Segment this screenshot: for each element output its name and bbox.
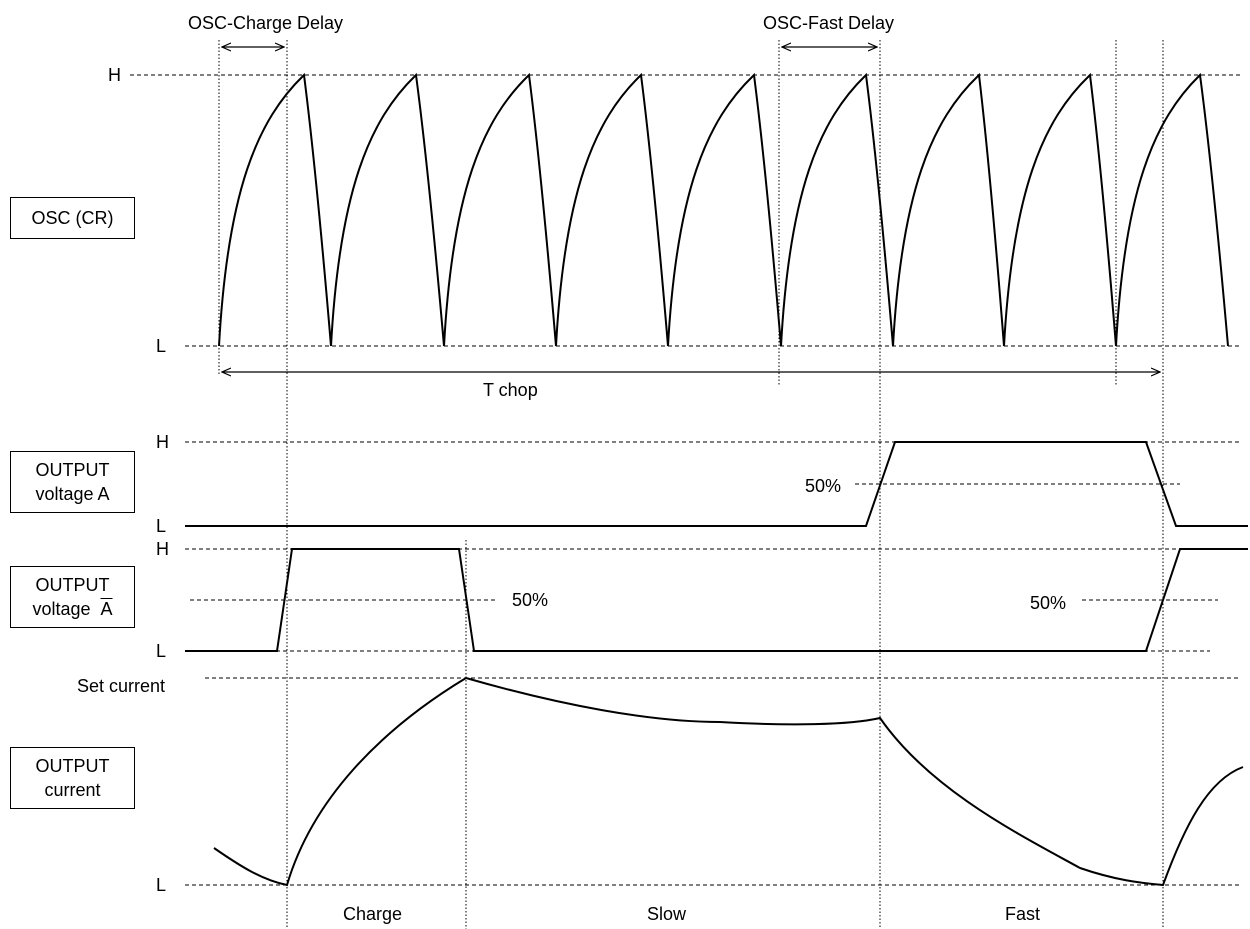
output-voltage-abar-symbol: A (101, 599, 113, 619)
abar-low-label: L (156, 641, 166, 661)
osc-box-label: OSC (CR) (32, 206, 114, 230)
a-low-label: L (156, 516, 166, 536)
abar-50-percent-right-label: 50% (1030, 593, 1066, 613)
charge-delay-label: OSC-Charge Delay (188, 13, 343, 33)
current-low-label: L (156, 875, 166, 895)
osc-box: OSC (CR) (10, 197, 135, 239)
a-50-percent-label: 50% (805, 476, 841, 496)
set-current-label: Set current (77, 676, 165, 696)
arrows (222, 47, 1160, 372)
phase-charge-label: Charge (343, 904, 402, 924)
level-lines (130, 75, 1240, 885)
abar-50-percent-left-label: 50% (512, 590, 548, 610)
timing-guides (219, 40, 1163, 929)
a-high-label: H (156, 432, 169, 452)
osc-high-label: H (108, 65, 121, 85)
abar-high-label: H (156, 539, 169, 559)
fast-delay-label: OSC-Fast Delay (763, 13, 894, 33)
output-voltage-a-box: OUTPUT voltage A (10, 451, 135, 513)
phase-slow-label: Slow (647, 904, 686, 924)
output-voltage-abar-line2: voltage A (32, 597, 112, 621)
output-current-line1: OUTPUT (36, 754, 110, 778)
output-voltage-a-line2: voltage A (35, 482, 109, 506)
output-voltage-abar-line1: OUTPUT (36, 573, 110, 597)
output-current-waveform (214, 678, 1243, 885)
output-voltage-a-line1: OUTPUT (36, 458, 110, 482)
t-chop-label: T chop (483, 380, 538, 400)
phase-fast-label: Fast (1005, 904, 1040, 924)
osc-low-label: L (156, 336, 166, 356)
output-voltage-abar-box: OUTPUT voltage A (10, 566, 135, 628)
output-current-box: OUTPUT current (10, 747, 135, 809)
output-voltage-abar-word: voltage (32, 599, 90, 619)
osc-waveform (219, 75, 1228, 346)
output-current-line2: current (44, 778, 100, 802)
